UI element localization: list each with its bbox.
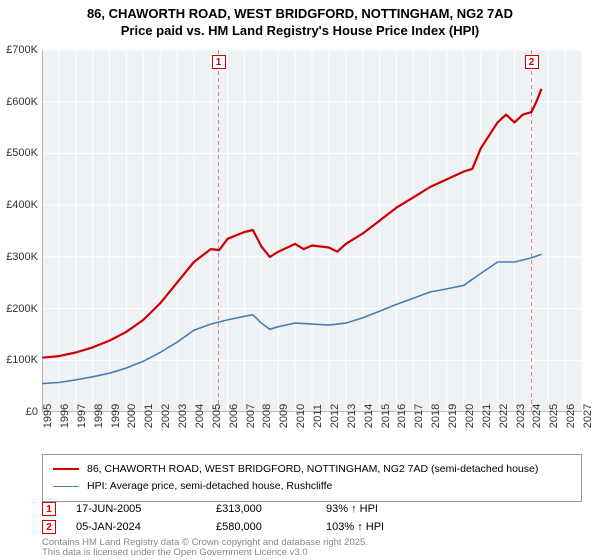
x-tick-label: 2012	[329, 404, 341, 428]
x-tick-label: 1997	[76, 404, 88, 428]
sale-date: 05-JAN-2024	[76, 521, 216, 533]
x-tick-label: 2016	[396, 404, 408, 428]
y-tick-label: £500K	[6, 147, 38, 159]
sale-rows: 1 17-JUN-2005 £313,000 93% ↑ HPI 2 05-JA…	[42, 498, 582, 534]
x-tick-label: 2023	[515, 404, 527, 428]
x-tick-label: 2019	[447, 404, 459, 428]
x-tick-label: 2022	[498, 404, 510, 428]
footer-line-1: Contains HM Land Registry data © Crown c…	[42, 537, 368, 548]
x-tick-label: 1998	[93, 404, 105, 428]
x-tick-label: 2006	[228, 404, 240, 428]
x-tick-label: 2003	[177, 404, 189, 428]
y-tick-label: £300K	[6, 251, 38, 263]
sale-date: 17-JUN-2005	[76, 503, 216, 515]
x-tick-label: 2015	[380, 404, 392, 428]
x-tick-label: 2017	[413, 404, 425, 428]
y-tick-label: £700K	[6, 44, 38, 56]
legend-swatch	[53, 486, 79, 487]
sale-row-1: 1 17-JUN-2005 £313,000 93% ↑ HPI	[42, 502, 582, 516]
x-tick-label: 2021	[481, 404, 493, 428]
y-tick-label: £100K	[6, 354, 38, 366]
x-tick-label: 2027	[582, 404, 594, 428]
legend: 86, CHAWORTH ROAD, WEST BRIDGFORD, NOTTI…	[42, 454, 582, 502]
x-tick-label: 2020	[464, 404, 476, 428]
title-line-2: Price paid vs. HM Land Registry's House …	[121, 23, 480, 38]
legend-label: 86, CHAWORTH ROAD, WEST BRIDGFORD, NOTTI…	[87, 461, 538, 478]
y-tick-label: £200K	[6, 303, 38, 315]
x-tick-label: 1995	[42, 404, 54, 428]
x-tick-label: 1999	[110, 404, 122, 428]
x-tick-label: 2004	[194, 404, 206, 428]
sale-marker-1-icon: 1	[42, 502, 56, 516]
chart-svg	[42, 50, 582, 412]
y-tick-label: £600K	[6, 96, 38, 108]
title-line-1: 86, CHAWORTH ROAD, WEST BRIDGFORD, NOTTI…	[87, 6, 513, 21]
sale-hpi-pct: 93% ↑ HPI	[326, 503, 378, 515]
footer-attribution: Contains HM Land Registry data © Crown c…	[42, 538, 368, 559]
sale-row-2: 2 05-JAN-2024 £580,000 103% ↑ HPI	[42, 520, 582, 534]
legend-swatch	[53, 468, 79, 470]
x-tick-label: 1996	[59, 404, 71, 428]
sale-price: £313,000	[216, 503, 326, 515]
x-tick-label: 2013	[346, 404, 358, 428]
x-tick-label: 2018	[430, 404, 442, 428]
x-tick-label: 2025	[548, 404, 560, 428]
x-tick-label: 2007	[245, 404, 257, 428]
sale-hpi-pct: 103% ↑ HPI	[326, 521, 384, 533]
x-tick-label: 2010	[295, 404, 307, 428]
chart-title: 86, CHAWORTH ROAD, WEST BRIDGFORD, NOTTI…	[0, 0, 600, 40]
x-tick-label: 2000	[126, 404, 138, 428]
x-tick-label: 2001	[143, 404, 155, 428]
chart-plot-area: £0£100K£200K£300K£400K£500K£600K£700K 19…	[42, 50, 582, 412]
x-tick-label: 2009	[278, 404, 290, 428]
x-tick-label: 2011	[312, 404, 324, 428]
sale-marker-2-icon: 2	[42, 520, 56, 534]
y-tick-label: £400K	[6, 199, 38, 211]
chart-container: 86, CHAWORTH ROAD, WEST BRIDGFORD, NOTTI…	[0, 0, 600, 560]
x-tick-label: 2014	[363, 404, 375, 428]
y-tick-label: £0	[26, 406, 38, 418]
x-tick-label: 2008	[261, 404, 273, 428]
sale-marker-2: 2	[525, 55, 539, 69]
x-tick-label: 2002	[160, 404, 172, 428]
legend-item-hpi: HPI: Average price, semi-detached house,…	[53, 478, 571, 495]
footer-line-2: This data is licensed under the Open Gov…	[42, 547, 308, 558]
x-tick-label: 2024	[531, 404, 543, 428]
legend-label: HPI: Average price, semi-detached house,…	[87, 478, 332, 495]
sale-marker-1: 1	[212, 55, 226, 69]
x-tick-label: 2026	[565, 404, 577, 428]
x-tick-label: 2005	[211, 404, 223, 428]
legend-item-price-paid: 86, CHAWORTH ROAD, WEST BRIDGFORD, NOTTI…	[53, 461, 571, 478]
sale-price: £580,000	[216, 521, 326, 533]
